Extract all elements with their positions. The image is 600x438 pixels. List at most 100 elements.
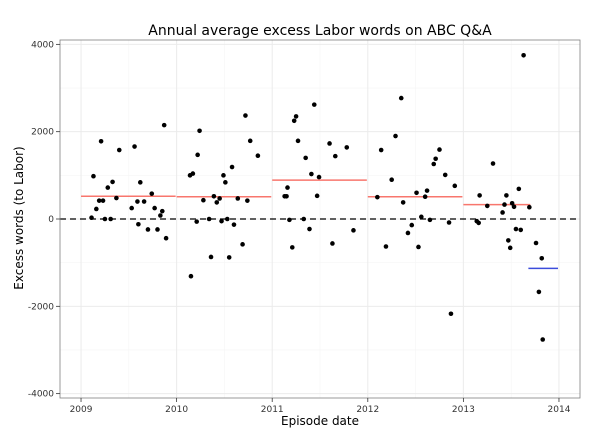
data-point — [507, 245, 513, 251]
data-point — [110, 179, 115, 185]
x-tick-label: 2009 — [70, 405, 93, 415]
data-point — [197, 128, 202, 134]
y-tick-label: 4000 — [31, 40, 54, 50]
data-point — [424, 188, 430, 193]
data-point — [351, 228, 356, 233]
data-point — [422, 194, 428, 200]
chart-title: Annual average excess Labor words on ABC… — [148, 23, 492, 39]
data-point — [416, 244, 421, 250]
data-point — [141, 199, 147, 204]
data-point — [224, 216, 230, 222]
data-point — [490, 161, 496, 166]
data-point — [243, 113, 248, 118]
data-point — [383, 244, 389, 249]
data-point — [108, 216, 113, 222]
data-point — [163, 235, 169, 241]
data-point — [307, 226, 312, 232]
data-point — [231, 222, 237, 227]
data-point — [284, 193, 289, 199]
data-point — [158, 213, 163, 218]
x-tick-label: 2012 — [356, 405, 379, 415]
y-axis-ticks: 4000 2000 0 -2000 -4000 — [28, 40, 60, 400]
data-point — [375, 194, 380, 200]
data-point — [344, 145, 350, 150]
data-point — [527, 204, 532, 210]
data-point — [135, 199, 140, 204]
y-tick-label: -4000 — [28, 390, 54, 400]
data-point — [149, 191, 155, 196]
data-point — [393, 133, 398, 139]
data-point — [208, 254, 214, 260]
data-point — [137, 180, 143, 185]
data-point — [442, 172, 448, 178]
data-point — [98, 138, 104, 144]
data-point — [446, 220, 452, 225]
data-point — [309, 171, 314, 177]
data-point — [206, 216, 212, 222]
data-point — [476, 220, 481, 226]
data-point — [389, 177, 394, 183]
data-point — [477, 193, 482, 198]
annual-average-lines — [81, 179, 559, 270]
x-axis-ticks: 2009 2010 2011 2012 2013 2014 — [70, 398, 571, 415]
data-point — [405, 230, 411, 236]
data-point — [114, 195, 119, 201]
data-point — [427, 217, 433, 223]
data-points — [89, 52, 546, 342]
data-point — [226, 255, 232, 260]
data-point — [311, 102, 317, 107]
data-point — [437, 147, 442, 152]
data-point — [211, 193, 217, 199]
data-point — [214, 200, 220, 205]
data-point — [509, 200, 515, 206]
x-tick-label: 2014 — [548, 405, 571, 415]
data-point — [105, 185, 111, 190]
data-point — [414, 190, 419, 196]
data-point — [235, 196, 241, 201]
data-point — [511, 204, 517, 210]
data-point — [194, 219, 199, 224]
data-point — [536, 289, 542, 295]
data-point — [500, 210, 505, 215]
data-point — [229, 164, 235, 170]
data-point — [287, 217, 292, 223]
data-point — [89, 215, 94, 220]
data-point — [223, 180, 228, 185]
data-point — [96, 198, 102, 203]
y-tick-label: -2000 — [28, 302, 54, 312]
data-point — [400, 200, 406, 205]
data-point — [190, 171, 196, 176]
data-point — [518, 227, 524, 233]
data-point — [409, 222, 415, 228]
data-point — [201, 197, 206, 203]
data-point — [314, 193, 320, 199]
y-tick-label: 2000 — [31, 128, 54, 138]
data-point — [94, 206, 99, 212]
data-point — [513, 226, 519, 232]
data-point — [91, 173, 96, 179]
data-point — [291, 118, 297, 124]
data-point — [159, 208, 165, 214]
data-point — [289, 245, 295, 250]
data-point — [102, 216, 108, 222]
data-point — [506, 238, 511, 243]
data-point — [540, 337, 546, 342]
data-point — [155, 227, 160, 232]
data-point — [195, 152, 200, 158]
data-point — [502, 202, 507, 207]
data-point — [136, 221, 141, 227]
data-point — [240, 242, 245, 247]
data-point — [217, 196, 222, 201]
x-tick-label: 2013 — [452, 405, 475, 415]
data-point — [419, 214, 424, 220]
data-point — [533, 240, 539, 246]
y-axis-label: Excess words (to Labor) — [12, 146, 26, 290]
data-point — [504, 193, 509, 198]
data-point — [433, 156, 438, 162]
x-axis-label: Episode date — [281, 414, 359, 428]
data-point — [327, 141, 332, 146]
data-point — [316, 174, 322, 180]
data-point — [431, 161, 437, 167]
data-point — [521, 52, 526, 58]
